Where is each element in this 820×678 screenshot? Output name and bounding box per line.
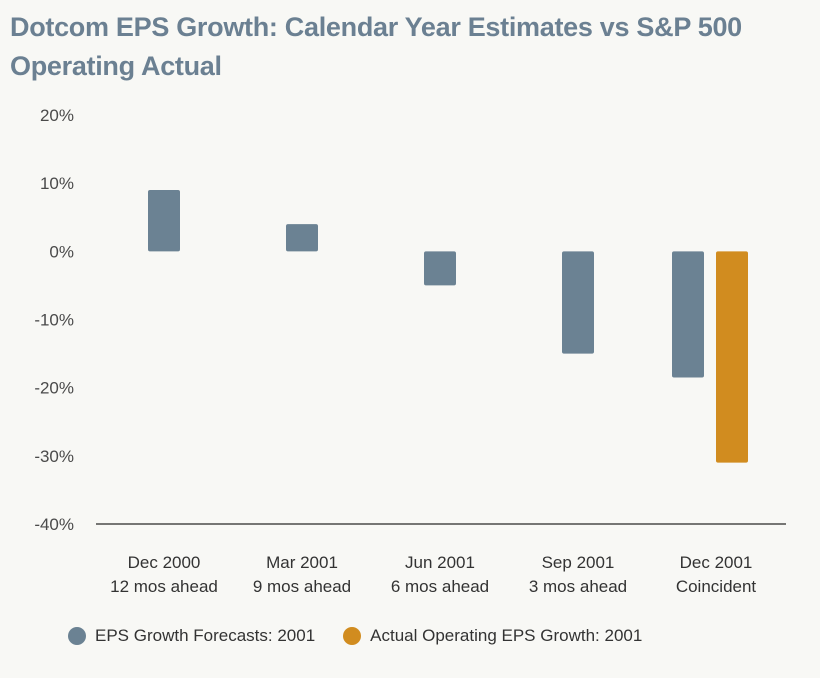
y-tick-label: -10% <box>34 311 74 330</box>
y-tick-label: 0% <box>49 242 74 261</box>
bar-chart: 20% 10% 0% -10% -20% -30% -40% Dec 2000 12 mos … <box>34 106 786 596</box>
x-tick-label: 9 mos ahead <box>253 577 351 596</box>
legend-item-forecasts: EPS Growth Forecasts: 2001 <box>68 626 315 646</box>
bars <box>148 189 748 463</box>
y-tick-label: -30% <box>34 447 74 466</box>
x-tick-label: Dec 2001 <box>680 553 753 572</box>
legend-label-actual: Actual Operating EPS Growth: 2001 <box>370 626 643 645</box>
bar-forecast <box>672 251 704 378</box>
legend-label-forecasts: EPS Growth Forecasts: 2001 <box>95 626 316 645</box>
y-tick-label: 20% <box>40 106 74 125</box>
chart-title: Dotcom EPS Growth: Calendar Year Estimat… <box>10 12 742 81</box>
legend-item-actual: Actual Operating EPS Growth: 2001 <box>343 626 642 646</box>
x-tick-label: Coincident <box>676 577 757 596</box>
y-axis: 20% 10% 0% -10% -20% -30% -40% <box>34 106 74 534</box>
bar-actual <box>716 251 748 463</box>
bar-forecast <box>424 251 456 286</box>
legend-swatch-actual <box>343 627 362 645</box>
y-tick-label: -20% <box>34 379 74 398</box>
x-tick-label: Jun 2001 <box>405 553 475 572</box>
x-tick-label: Mar 2001 <box>266 553 338 572</box>
bar-forecast <box>148 189 180 252</box>
x-axis: Dec 2000 12 mos ahead Mar 2001 9 mos ahead J… <box>110 553 756 596</box>
bar-forecast <box>562 251 594 354</box>
x-tick-label: Sep 2001 <box>542 553 615 572</box>
x-tick-label: 3 mos ahead <box>529 577 627 596</box>
legend: EPS Growth Forecasts: 2001 Actual Operat… <box>68 626 670 646</box>
legend-swatch-forecasts <box>68 627 86 645</box>
y-tick-label: 10% <box>40 174 74 193</box>
x-tick-label: 6 mos ahead <box>391 577 489 596</box>
x-tick-label: Dec 2000 <box>128 553 201 572</box>
bar-forecast <box>286 224 318 252</box>
x-tick-label: 12 mos ahead <box>110 577 218 596</box>
y-tick-label: -40% <box>34 515 74 534</box>
